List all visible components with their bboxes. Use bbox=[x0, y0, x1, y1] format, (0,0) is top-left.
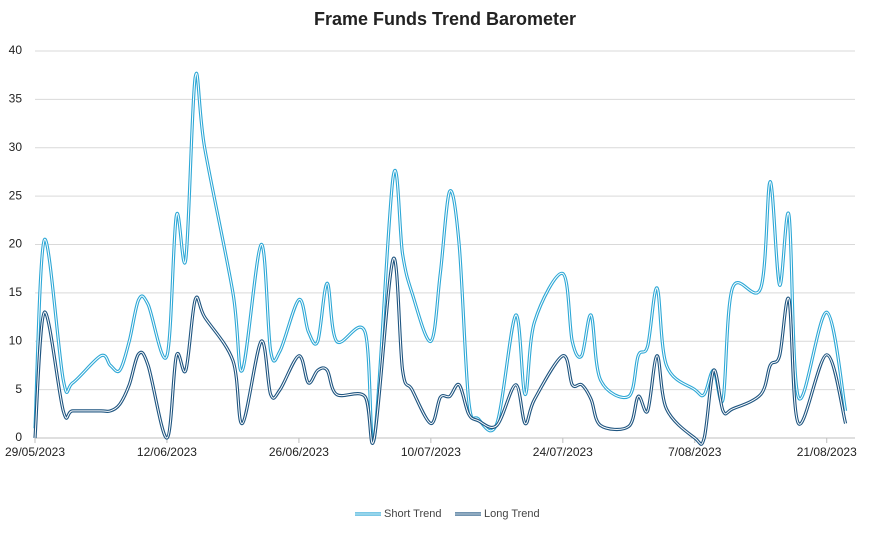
chart-title: Frame Funds Trend Barometer bbox=[314, 9, 576, 29]
y-tick-label: 35 bbox=[9, 92, 23, 106]
x-tick-label: 12/06/2023 bbox=[137, 445, 197, 459]
series-line-inner bbox=[34, 257, 847, 445]
y-tick-label: 40 bbox=[9, 43, 23, 57]
x-tick-label: 26/06/2023 bbox=[269, 445, 329, 459]
y-tick-label: 0 bbox=[15, 430, 22, 444]
y-tick-label: 5 bbox=[15, 382, 22, 396]
series-line-inner bbox=[34, 73, 847, 443]
x-tick-label: 24/07/2023 bbox=[533, 445, 593, 459]
x-tick-label: 29/05/2023 bbox=[5, 445, 65, 459]
legend-label: Long Trend bbox=[484, 508, 540, 520]
x-tick-label: 7/08/2023 bbox=[668, 445, 722, 459]
y-tick-label: 20 bbox=[9, 237, 23, 251]
y-tick-label: 25 bbox=[9, 188, 23, 202]
x-tick-label: 10/07/2023 bbox=[401, 445, 461, 459]
y-tick-label: 15 bbox=[9, 285, 23, 299]
x-tick-label: 21/08/2023 bbox=[797, 445, 857, 459]
legend: Short Trend Long Trend bbox=[355, 508, 540, 520]
legend-label: Short Trend bbox=[384, 508, 441, 520]
y-tick-label: 10 bbox=[9, 333, 23, 347]
y-tick-label: 30 bbox=[9, 140, 23, 154]
